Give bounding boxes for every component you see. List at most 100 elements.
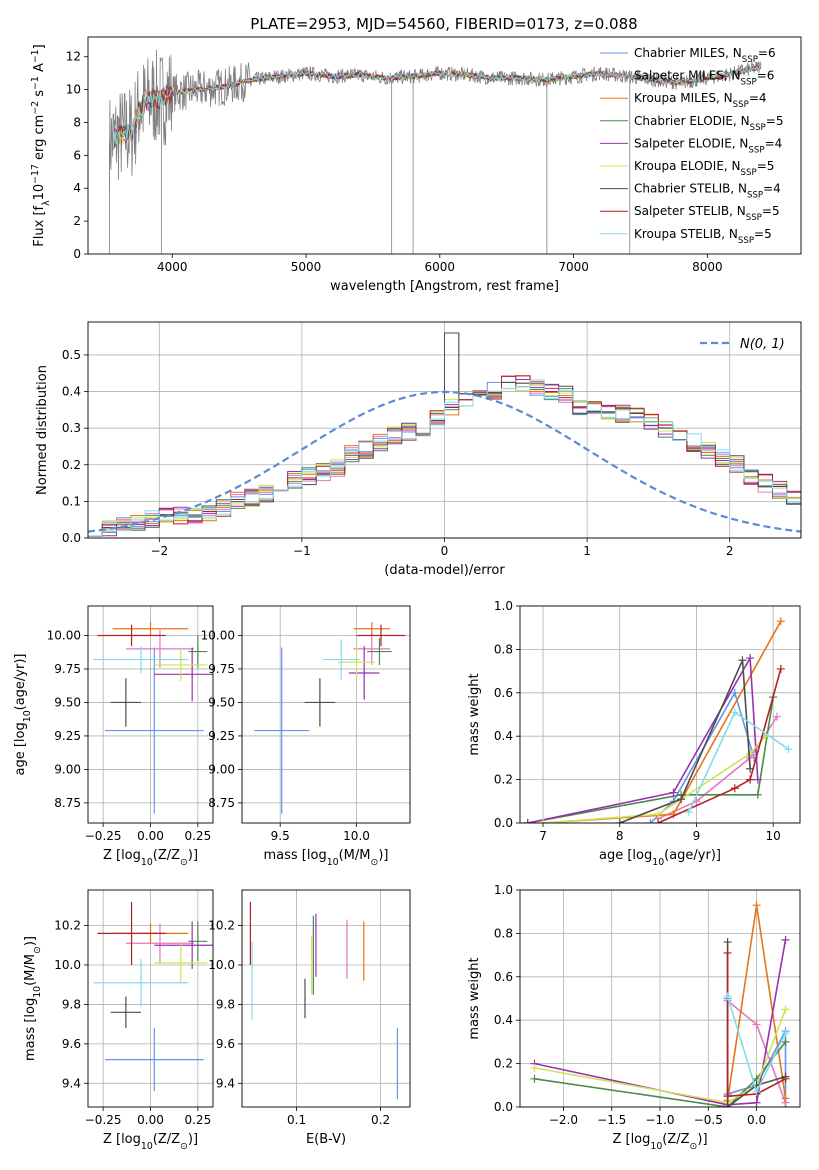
y-tick-label: 2 — [73, 214, 81, 228]
weight_vs_Z-xlabel-part: (Z/Z — [662, 1132, 689, 1147]
x-tick-label: 0.25 — [184, 1113, 211, 1127]
weight-marker-kroupa_stelib — [752, 1087, 761, 1096]
legend-label-chabrier_stelib-part: Chabrier STELIB, N — [634, 182, 747, 196]
weight-marker-salpeter_miles — [752, 1020, 761, 1029]
age_vs_Z-ylabel-part: age [log — [13, 722, 28, 775]
weight-marker-kroupa_elodie — [781, 1005, 790, 1014]
y-tick-label: 10.2 — [208, 919, 235, 933]
errorbar-chabrier_miles — [105, 647, 204, 814]
x-tick-label: 2 — [726, 544, 734, 558]
legend-label-kroupa_miles-part: =4 — [749, 91, 767, 105]
y-tick-label: 10.00 — [201, 628, 235, 642]
residuals-ylabel: Normed distribution — [35, 365, 50, 495]
errorbar-chabrier_elodie — [367, 638, 392, 665]
legend-label-chabrier_miles: Chabrier MILES, NSSP=6 — [634, 46, 776, 65]
y-tick-label: 9.50 — [54, 695, 81, 709]
errorbar-kroupa_miles — [353, 622, 391, 636]
legend-label-kroupa_stelib: Kroupa STELIB, NSSP=5 — [634, 227, 772, 246]
residuals-xlabel-part: (data-model)/error — [384, 563, 505, 578]
x-tick-label: 9.5 — [271, 829, 290, 843]
mass_vs_Z-ylabel-part: )] — [23, 936, 38, 946]
mass_vs_Z-xlabel: Z [log10(Z/Z⊙)] — [103, 1132, 198, 1152]
weight-line-salpeter_elodie — [527, 655, 759, 823]
age_vs_mass-xlabel-part: mass [log — [264, 848, 327, 863]
y-tick-label: 9.75 — [208, 662, 235, 676]
legend-label-kroupa_elodie: Kroupa ELODIE, NSSP=5 — [634, 159, 774, 178]
errorbar-kroupa_stelib — [93, 646, 189, 673]
weight-marker-salpeter_stelib — [723, 948, 732, 957]
mass_vs_Z-xlabel-part: Z [log — [103, 1132, 141, 1147]
weight_vs_Z-ylabel: mass weight — [467, 957, 482, 1039]
weight-marker-salpeter_stelib — [746, 775, 755, 784]
y-tick-label: 9.50 — [208, 695, 235, 709]
weight-marker-salpeter_elodie — [746, 654, 755, 663]
y-tick-label: 0.4 — [494, 729, 513, 743]
age_vs_Z-frame — [87, 605, 214, 824]
spectrum-axes: 4000 5000 6000 7000 8000 0 2 4 6 8 10 12 — [66, 50, 723, 274]
errorbar-kroupa_miles — [112, 622, 189, 636]
legend-label-chabrier_stelib: Chabrier STELIB, NSSP=4 — [634, 182, 781, 201]
errorbar-chabrier_miles — [254, 647, 310, 814]
x-tick-label: 10 — [766, 829, 781, 843]
weight_vs_Z-xlabel-part: )] — [697, 1132, 707, 1147]
y-tick-label: 9.00 — [208, 762, 235, 776]
weight-marker-salpeter_miles — [772, 712, 781, 721]
legend-label-chabrier_elodie-part: Chabrier ELODIE, N — [634, 114, 750, 128]
y-tick-label: 9.25 — [54, 729, 81, 743]
residuals-xlabel: (data-model)/error — [384, 563, 505, 578]
histogram-kroupa_stelib — [88, 379, 801, 537]
x-tick-label: 0.1 — [287, 1113, 306, 1127]
legend-label-chabrier_elodie-part: =5 — [766, 114, 784, 128]
x-tick-label: 7000 — [558, 260, 589, 274]
weight-marker-kroupa_elodie — [530, 1063, 539, 1072]
weight_vs_Z-xlabel-part: ⊙ — [690, 1141, 698, 1152]
y-tick-label: 10.2 — [54, 919, 81, 933]
age_vs_mass-frame — [241, 605, 411, 824]
mass_vs_Z-errorbars — [93, 901, 213, 1092]
y-tick-label: 0.6 — [494, 970, 513, 984]
age_vs_Z-axes: −0.25 0.00 0.25 8.75 9.00 9.25 9.50 9.75 10.00 — [47, 606, 213, 843]
x-tick-label: 7 — [539, 829, 547, 843]
y-tick-label: 9.4 — [62, 1076, 81, 1090]
legend-label-chabrier_miles-part: Chabrier MILES, N — [634, 46, 742, 60]
figure-title: PLATE=2953, MJD=54560, FIBERID=0173, z=0… — [250, 15, 637, 33]
legend-label-salpeter_miles-part: Salpeter MILES, N — [634, 69, 741, 83]
y-tick-label: 9.8 — [62, 997, 81, 1011]
weight-marker-kroupa_elodie — [746, 749, 755, 758]
y-tick-label: 0.6 — [494, 686, 513, 700]
y-tick-label: 0.0 — [494, 816, 513, 830]
age_vs_mass-xlabel-part: ⊙ — [370, 857, 378, 868]
weight-line-salpeter_stelib — [657, 668, 782, 823]
y-tick-label: 0.4 — [494, 1013, 513, 1027]
x-tick-label: 8000 — [692, 260, 723, 274]
legend-label-salpeter_stelib-part: Salpeter STELIB, N — [634, 204, 746, 218]
spectrum-ylabel-part: s — [32, 90, 47, 101]
legend-label-chabrier_miles-part: SSP — [742, 55, 758, 65]
errorbar-salpeter_stelib — [97, 901, 166, 965]
spectrum-ylabel-part: −1 — [30, 76, 41, 90]
weight-line-chabrier_elodie — [534, 1041, 787, 1107]
errorbar-salpeter_stelib — [97, 624, 166, 647]
mass_vs_Z-xlabel-part: 10 — [141, 1141, 153, 1152]
age_vs_Z-ylabel: age [log10(age/yr)] — [13, 654, 33, 776]
y-tick-label: 9.4 — [216, 1076, 235, 1090]
y-tick-label: 8.75 — [54, 796, 81, 810]
errorbar-chabrier_stelib — [304, 678, 336, 727]
weight-marker-chabrier_stelib — [723, 1103, 732, 1107]
weight_vs_age-ylabel: mass weight — [467, 673, 482, 755]
age_vs_Z-xlabel-part: )] — [188, 848, 198, 863]
errorbar-kroupa_elodie — [154, 943, 208, 983]
legend-label-salpeter_miles-part: =6 — [757, 69, 775, 83]
y-tick-label: 0.3 — [62, 421, 81, 435]
legend-label-kroupa_miles-part: Kroupa MILES, N — [634, 91, 733, 105]
weight-marker-kroupa_stelib — [784, 745, 793, 754]
spectrum-xlabel: wavelength [Angstrom, rest frame] — [330, 279, 559, 294]
weight_vs_age-frame — [519, 605, 801, 824]
legend-label-salpeter_elodie-part: SSP — [748, 145, 764, 155]
legend-label-chabrier_elodie-part: SSP — [750, 123, 766, 133]
errorbar-chabrier_miles — [105, 1028, 204, 1092]
legend-label-kroupa_miles: Kroupa MILES, NSSP=4 — [634, 91, 767, 110]
y-tick-label: 1.0 — [494, 599, 513, 613]
